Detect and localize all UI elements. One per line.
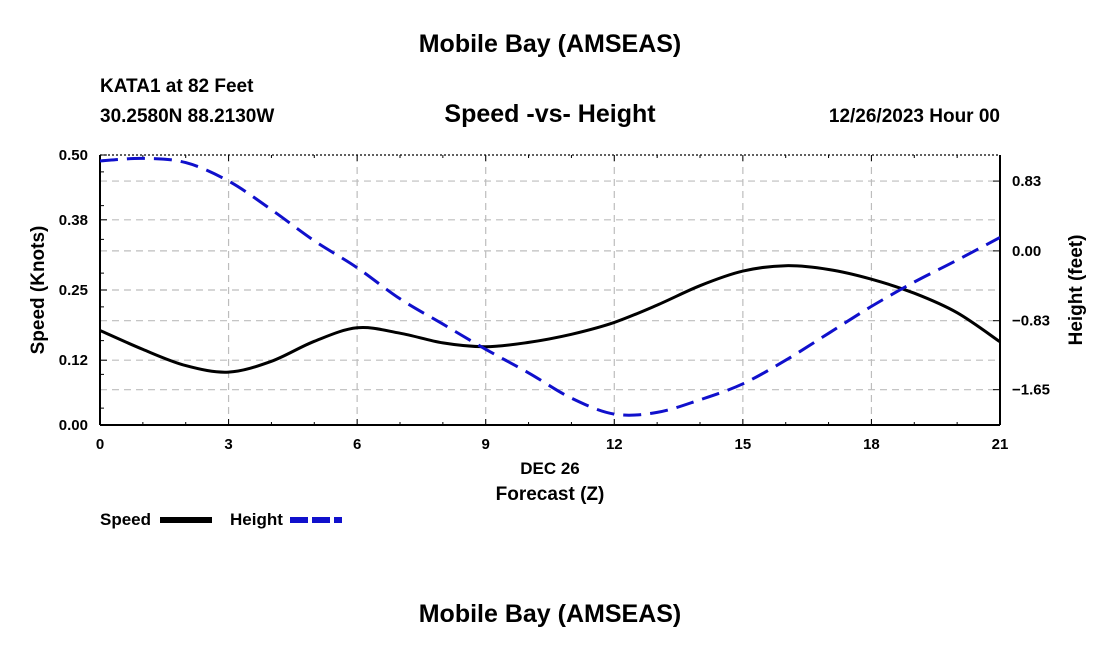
y-tick-label: 0.00 <box>59 417 88 434</box>
y-tick-label: 0.12 <box>59 352 88 369</box>
x-date-label: DEC 26 <box>520 459 580 478</box>
y2-tick-label: 0.83 <box>1012 173 1041 190</box>
legend-height-label: Height <box>230 510 283 529</box>
x-tick-label: 18 <box>863 436 880 453</box>
chart-subtitle: Speed -vs- Height <box>444 100 656 128</box>
y-axis-title: Speed (Knots) <box>28 226 49 355</box>
speed-series-line <box>100 264 1000 374</box>
x-tick-label: 12 <box>606 436 623 453</box>
x-tick-label: 6 <box>353 436 361 453</box>
x-tick-label: 21 <box>992 436 1009 453</box>
x-tick-label: 9 <box>482 436 490 453</box>
y-tick-label: 0.38 <box>59 212 88 229</box>
y-tick-label: 0.50 <box>59 147 88 164</box>
x-axis-title: Forecast (Z) <box>496 484 605 505</box>
station-coordinates: 30.2580N 88.2130W <box>100 106 275 127</box>
next-chart-title: Mobile Bay (AMSEAS) <box>418 600 682 628</box>
height-series-line <box>100 156 1000 417</box>
legend-speed-label: Speed <box>100 510 151 529</box>
y-tick-label: 0.25 <box>59 282 88 299</box>
chart-main-title: Mobile Bay (AMSEAS) <box>418 30 682 58</box>
y2-axis-title: Height (feet) <box>1066 235 1087 346</box>
x-tick-label: 0 <box>96 436 104 453</box>
y2-tick-label: −1.65 <box>1012 382 1050 399</box>
x-tick-label: 3 <box>224 436 232 453</box>
y2-tick-label: 0.00 <box>1012 243 1041 260</box>
y2-tick-label: −0.83 <box>1012 313 1050 330</box>
station-label: KATA1 at 82 Feet <box>100 76 254 97</box>
forecast-datetime: 12/26/2023 Hour 00 <box>828 106 1000 127</box>
x-tick-label: 15 <box>735 436 752 453</box>
